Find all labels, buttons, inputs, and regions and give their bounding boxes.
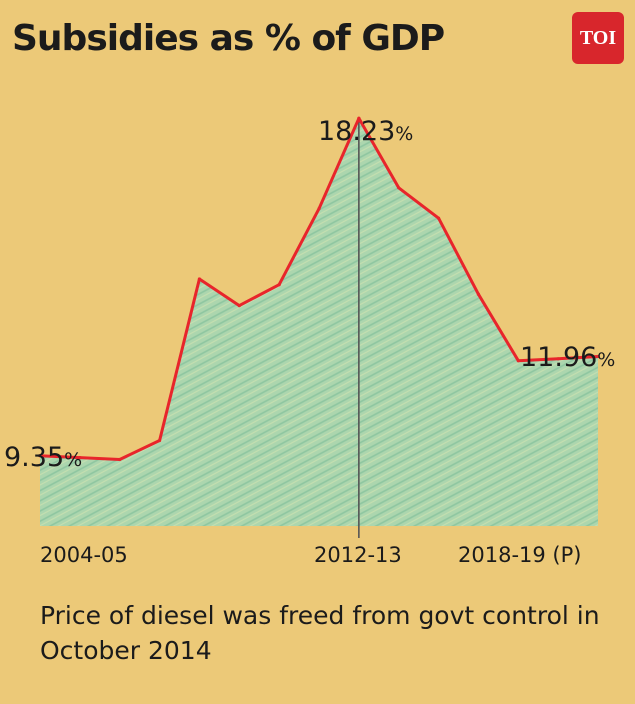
data-point-2012-13 [357, 116, 361, 120]
data-point-2005-06 [78, 456, 82, 460]
data-point-2007-08 [157, 438, 162, 443]
data-point-2006-07 [118, 457, 122, 462]
data-point-2009-10 [237, 304, 241, 308]
data-point-2013-14 [397, 186, 401, 190]
x-tick-label-2012-13: 2012-13 [314, 543, 402, 567]
data-point-2015-16 [476, 292, 481, 296]
annotation-peak: 18.23% [318, 116, 413, 147]
footnote: Price of diesel was freed from govt cont… [40, 601, 600, 665]
data-point-2016-17 [516, 359, 520, 363]
toi-logo: TOI [572, 12, 624, 64]
area-fill [40, 118, 598, 527]
data-point-2014-15 [436, 216, 441, 220]
data-point-2017-18 [556, 357, 560, 361]
chart-title: Subsidies as % of GDP [12, 18, 445, 59]
data-point-2010-11 [277, 283, 281, 287]
data-point-2011-12 [317, 207, 321, 211]
x-tick-label-2018-19: 2018-19 (P) [458, 543, 581, 567]
annotation-start: 9.35% [4, 442, 82, 473]
data-point-2004-05 [38, 454, 42, 458]
x-tick-label-2004-05: 2004-05 [40, 543, 128, 567]
data-point-2018-19-P [596, 354, 600, 359]
data-point-2008-09 [197, 277, 202, 281]
annotation-end: 11.96% [520, 342, 615, 373]
